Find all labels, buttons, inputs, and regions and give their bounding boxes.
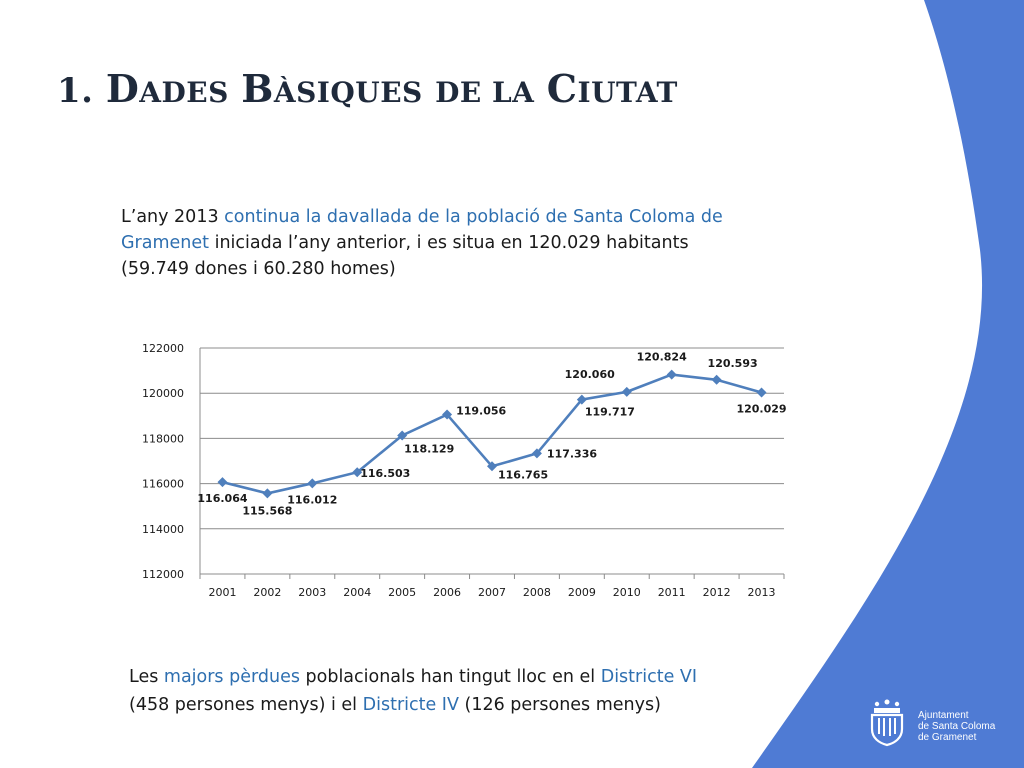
x-tick-label: 2010 xyxy=(613,586,641,599)
x-tick-label: 2002 xyxy=(253,586,281,599)
x-tick-label: 2009 xyxy=(568,586,596,599)
data-label: 118.129 xyxy=(404,442,454,455)
data-label: 120.060 xyxy=(565,368,615,381)
data-point-marker xyxy=(487,461,497,472)
outro-paragraph: Les majors pèrdues poblacionals han ting… xyxy=(129,667,698,715)
data-label: 120.593 xyxy=(708,357,758,370)
data-point-marker xyxy=(397,430,408,441)
data-point-marker xyxy=(262,488,273,499)
data-point-marker xyxy=(666,369,677,380)
y-tick-label: 116000 xyxy=(142,478,184,491)
city-coat-of-arms-icon xyxy=(870,699,904,747)
intro-paragraph: L’any 2013 continua la davallada de la p… xyxy=(121,207,723,279)
data-point-marker xyxy=(711,374,722,385)
data-label: 119.056 xyxy=(456,405,506,418)
city-council-logo-text: Ajuntament de Santa Coloma de Gramenet xyxy=(918,710,996,743)
y-tick-label: 120000 xyxy=(142,387,184,400)
x-tick-label: 2012 xyxy=(703,586,731,599)
data-point-marker xyxy=(442,409,453,420)
x-tick-label: 2007 xyxy=(478,586,506,599)
data-point-marker xyxy=(217,477,228,488)
data-label: 116.503 xyxy=(360,467,410,480)
y-tick-label: 114000 xyxy=(142,523,184,536)
data-point-marker xyxy=(531,448,542,459)
data-label: 119.717 xyxy=(585,406,635,419)
data-point-marker xyxy=(756,387,767,398)
data-label: 120.824 xyxy=(637,351,687,364)
data-label: 117.336 xyxy=(547,447,597,460)
outro-highlight-district-iv: Districte IV xyxy=(362,695,459,715)
intro-highlight: continua la davallada de la població de … xyxy=(121,207,723,253)
data-label: 116.012 xyxy=(287,493,337,506)
x-tick-label: 2011 xyxy=(658,586,686,599)
data-point-marker xyxy=(307,478,318,489)
x-tick-label: 2013 xyxy=(748,586,776,599)
outro-highlight-losses: majors pèrdues xyxy=(163,667,300,687)
y-tick-label: 118000 xyxy=(142,432,184,445)
data-label: 120.029 xyxy=(736,403,786,416)
data-label: 116.765 xyxy=(498,468,548,481)
page-title: 1. Dades Bàsiques de la Ciutat xyxy=(57,66,678,111)
population-line-chart: 112000 114000 116000 118000 120000 122000 2001… xyxy=(142,342,787,599)
outro-highlight-district-vi: Districte VI xyxy=(600,667,698,687)
x-tick-label: 2001 xyxy=(208,586,236,599)
data-label: 115.568 xyxy=(242,504,292,517)
blue-wave-band xyxy=(752,0,1024,768)
x-tick-label: 2003 xyxy=(298,586,326,599)
population-series-line xyxy=(222,373,762,495)
x-tick-label: 2006 xyxy=(433,586,461,599)
x-tick-label: 2005 xyxy=(388,586,416,599)
x-tick-label: 2008 xyxy=(523,586,551,599)
data-point-marker xyxy=(621,386,632,397)
data-point-marker xyxy=(352,467,363,478)
data-label: 116.064 xyxy=(197,492,247,505)
y-tick-label: 112000 xyxy=(142,568,184,581)
data-point-marker xyxy=(576,394,587,405)
x-tick-label: 2004 xyxy=(343,586,371,599)
y-tick-label: 122000 xyxy=(142,342,184,355)
